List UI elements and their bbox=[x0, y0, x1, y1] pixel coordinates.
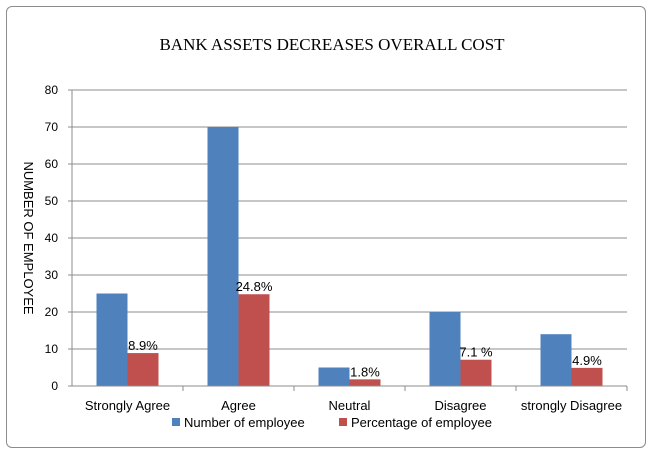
bar bbox=[429, 312, 461, 386]
legend-swatch bbox=[172, 418, 180, 426]
bar bbox=[540, 334, 572, 386]
y-tick-label: 50 bbox=[45, 194, 59, 208]
legend-swatch bbox=[339, 418, 347, 426]
y-tick-label: 30 bbox=[45, 268, 59, 282]
x-tick-label: strongly Disagree bbox=[521, 398, 622, 413]
y-tick-label: 0 bbox=[51, 379, 58, 393]
x-tick-label: Disagree bbox=[434, 398, 486, 413]
y-tick-label: 60 bbox=[45, 157, 59, 171]
bars: 8.9% 24.8% 1.8% 7.1 % 4.9% bbox=[96, 127, 603, 386]
data-label: 4.9% bbox=[572, 353, 602, 368]
y-tick-label: 10 bbox=[45, 342, 59, 356]
bar bbox=[318, 367, 350, 386]
y-tick-label: 70 bbox=[45, 120, 59, 134]
bar bbox=[571, 367, 603, 386]
bar bbox=[96, 293, 128, 386]
y-tick-label: 80 bbox=[45, 83, 59, 97]
bar bbox=[238, 294, 270, 386]
bar bbox=[460, 359, 492, 386]
x-tick-label: Neutral bbox=[329, 398, 371, 413]
x-tick-label: Agree bbox=[221, 398, 256, 413]
legend-label: Percentage of employee bbox=[351, 415, 492, 430]
legend-label: Number of employee bbox=[184, 415, 305, 430]
bar bbox=[127, 353, 159, 386]
gridlines bbox=[72, 89, 627, 350]
data-label: 1.8% bbox=[350, 364, 380, 379]
data-label: 24.8% bbox=[236, 279, 273, 294]
data-label: 8.9% bbox=[128, 338, 158, 353]
legend: Number of employee Percentage of employee bbox=[172, 415, 492, 430]
y-tick-label: 20 bbox=[45, 305, 59, 319]
bar bbox=[207, 127, 239, 386]
chart-title: BANK ASSETS DECREASES OVERALL COST bbox=[159, 35, 505, 54]
axes: 0 10 20 30 40 50 60 70 80 Strongly Agree Agree Neut… bbox=[45, 83, 628, 413]
x-tick-label: Strongly Agree bbox=[85, 398, 170, 413]
y-tick-label: 40 bbox=[45, 231, 59, 245]
data-label: 7.1 % bbox=[459, 345, 493, 360]
y-axis-label: NUMBER OF EMPLOYEE bbox=[21, 161, 36, 314]
bar bbox=[349, 379, 381, 386]
